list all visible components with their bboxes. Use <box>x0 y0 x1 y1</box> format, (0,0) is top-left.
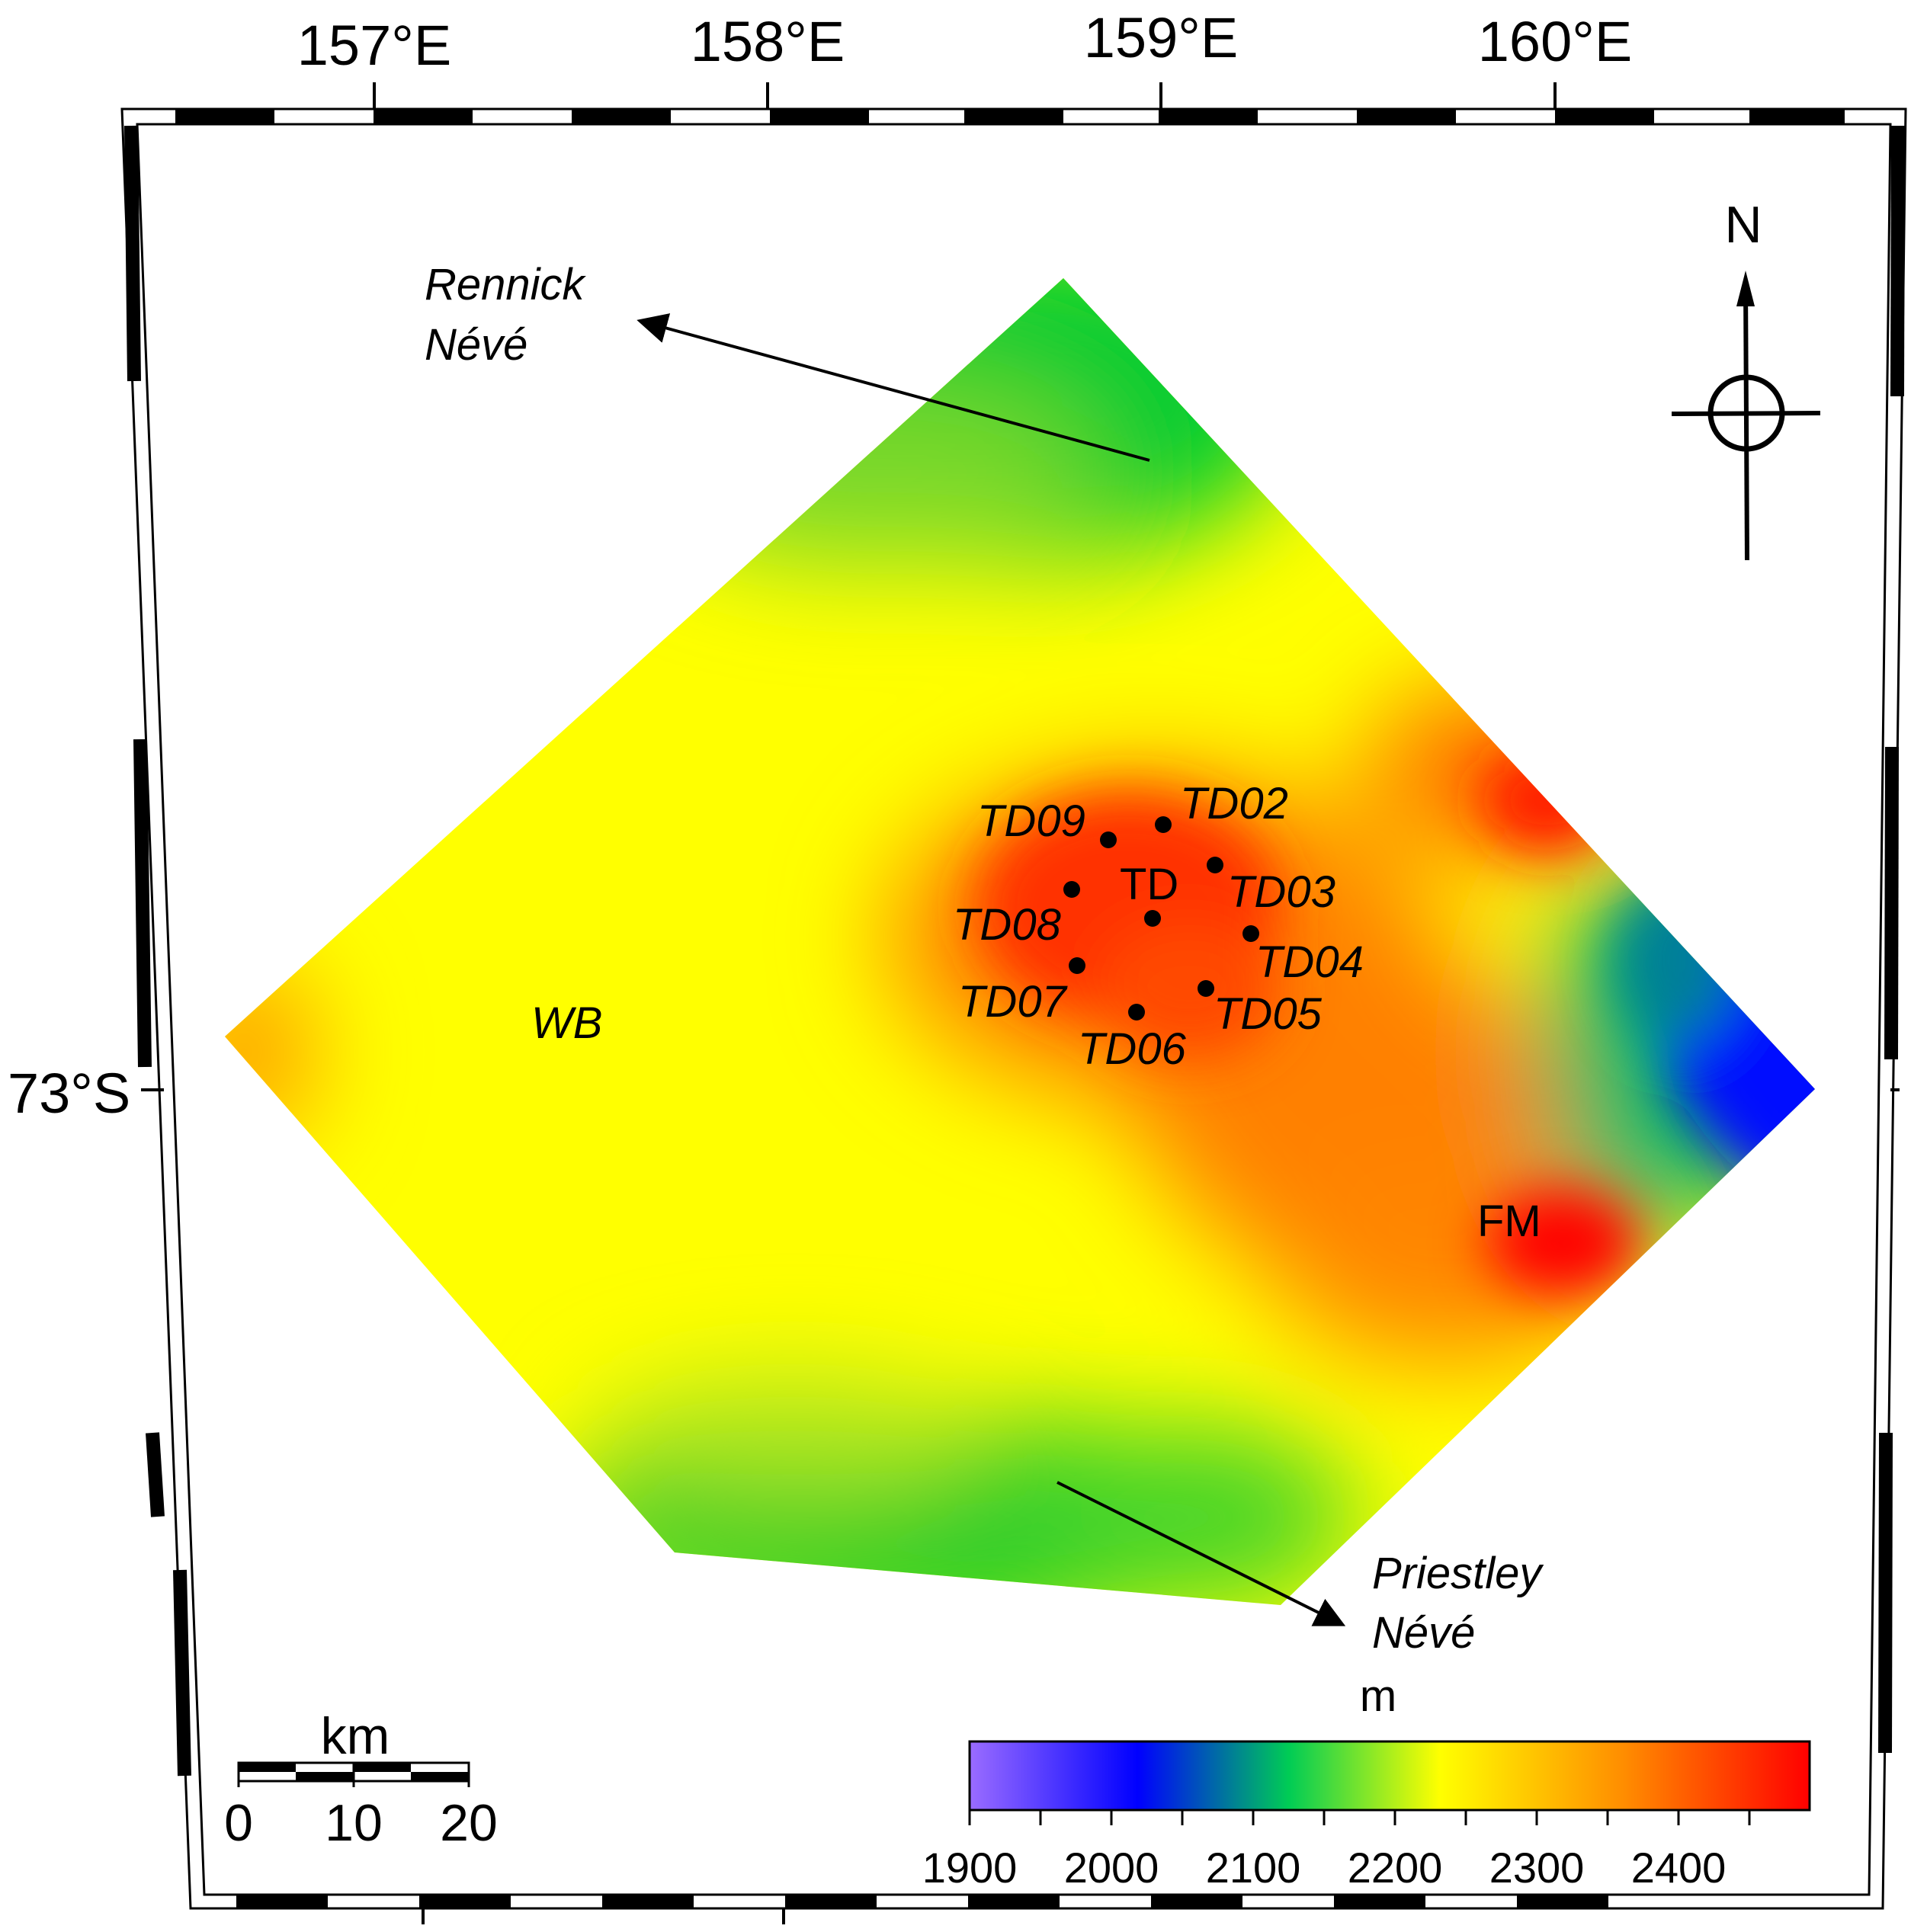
elevation-legend: m 1900 2000 2100 2200 2300 2400 <box>922 1671 1811 1892</box>
scale-bar-tick-20: 20 <box>440 1794 498 1852</box>
site-label-td07: TD07 <box>958 977 1069 1027</box>
lat-label-73s: 73°S <box>8 1062 130 1125</box>
rennick-label-line2: Névé <box>425 320 527 370</box>
legend-tick-2300: 2300 <box>1489 1844 1585 1892</box>
site-marker-td08[interactable] <box>1063 881 1080 898</box>
site-marker-td03[interactable] <box>1207 857 1223 873</box>
frame-ticks-left <box>124 125 191 1777</box>
scale-bar-unit: km <box>321 1707 390 1765</box>
north-arrow: N <box>1671 196 1821 561</box>
site-markers <box>1063 816 1259 1020</box>
legend-unit: m <box>1360 1671 1396 1721</box>
legend-tick-2200: 2200 <box>1348 1844 1443 1892</box>
lon-label-159: 159°E <box>1084 6 1238 69</box>
wb-label: WB <box>531 998 602 1048</box>
frame-ticks-right <box>1878 125 1905 1754</box>
legend-tick-2100: 2100 <box>1206 1844 1301 1892</box>
site-label-td04: TD04 <box>1255 937 1364 987</box>
site-marker-td06[interactable] <box>1128 1004 1145 1020</box>
site-marker-td[interactable] <box>1144 910 1161 927</box>
site-label-td03: TD03 <box>1227 867 1335 917</box>
site-label-td06: TD06 <box>1078 1024 1187 1074</box>
map-frame <box>120 82 1907 1924</box>
site-label-td08: TD08 <box>953 900 1061 950</box>
site-marker-td05[interactable] <box>1198 980 1214 997</box>
lon-label-158: 158°E <box>691 10 845 73</box>
lon-label-157: 157°E <box>297 14 451 77</box>
lon-label-160: 160°E <box>1478 10 1632 73</box>
fm-label: FM <box>1477 1197 1541 1246</box>
graticule-ticks <box>141 82 1900 1924</box>
priestley-arrow <box>1056 1481 1346 1626</box>
north-arrow-label: N <box>1724 196 1762 254</box>
legend-colorbar <box>968 1740 1811 1812</box>
site-label-td05: TD05 <box>1214 989 1323 1039</box>
td-label: TD <box>1120 860 1178 909</box>
scale-bar-tick-0: 0 <box>224 1794 253 1852</box>
site-labels: TD02 TD03 TD04 TD05 TD06 TD07 TD08 TD09 <box>953 779 1364 1074</box>
priestley-label-line2: Névé <box>1372 1608 1475 1658</box>
site-label-td02: TD02 <box>1180 779 1288 828</box>
scale-bar-tick-10: 10 <box>325 1794 383 1852</box>
legend-tick-1900: 1900 <box>922 1844 1018 1892</box>
site-marker-td04[interactable] <box>1242 925 1259 942</box>
scale-bar: km 0 10 20 <box>224 1707 498 1852</box>
legend-tick-2400: 2400 <box>1631 1844 1727 1892</box>
site-marker-td07[interactable] <box>1069 957 1085 974</box>
site-marker-td09[interactable] <box>1100 831 1117 848</box>
rennick-arrow <box>636 313 1150 462</box>
site-marker-td02[interactable] <box>1155 816 1172 833</box>
priestley-label-line1: Priestley <box>1372 1549 1544 1598</box>
legend-tick-2000: 2000 <box>1064 1844 1159 1892</box>
rennick-label-line1: Rennick <box>425 260 587 309</box>
site-label-td09: TD09 <box>977 796 1085 846</box>
